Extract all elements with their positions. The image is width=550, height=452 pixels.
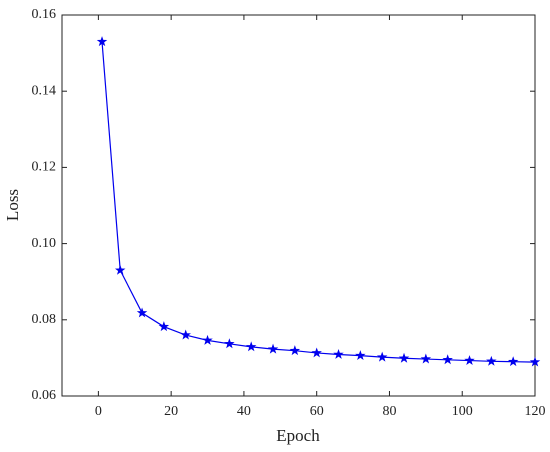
- point-marker: [464, 355, 475, 366]
- y-tick-label: 0.14: [32, 83, 57, 98]
- point-marker: [507, 356, 519, 367]
- point-marker: [398, 352, 410, 363]
- point-marker: [355, 350, 366, 361]
- plot-frame: [61, 14, 536, 397]
- y-tick-label: 0.12: [32, 160, 57, 175]
- series-line: [101, 41, 536, 363]
- point-marker: [96, 36, 108, 47]
- y-tick-label: 0.08: [32, 312, 57, 327]
- point-marker: [311, 347, 322, 358]
- y-tick-label: 0.16: [32, 7, 57, 22]
- point-marker: [136, 307, 148, 318]
- point-marker: [442, 354, 453, 365]
- point-marker: [245, 341, 257, 352]
- y-axis-label: Loss: [3, 189, 22, 221]
- x-tick-label: 20: [164, 404, 178, 419]
- point-marker: [420, 353, 432, 364]
- point-marker: [289, 345, 301, 356]
- point-marker: [267, 343, 279, 354]
- point-marker: [114, 264, 126, 275]
- point-marker: [202, 334, 213, 345]
- y-tick-label: 0.10: [32, 236, 57, 251]
- x-tick-label: 40: [237, 404, 251, 419]
- point-marker: [486, 355, 497, 366]
- point-marker: [529, 356, 541, 367]
- y-tick-label: 0.06: [32, 388, 57, 403]
- x-tick-label: 120: [525, 404, 546, 419]
- x-tick-label: 100: [452, 404, 473, 419]
- x-tick-label: 60: [310, 404, 324, 419]
- point-marker: [224, 338, 235, 349]
- x-tick-label: 0: [95, 404, 102, 419]
- x-axis-label: Epoch: [276, 426, 320, 445]
- point-marker: [180, 329, 191, 340]
- point-marker: [333, 348, 344, 359]
- x-tick-label: 80: [382, 404, 396, 419]
- point-marker: [158, 321, 170, 332]
- point-marker: [376, 351, 388, 362]
